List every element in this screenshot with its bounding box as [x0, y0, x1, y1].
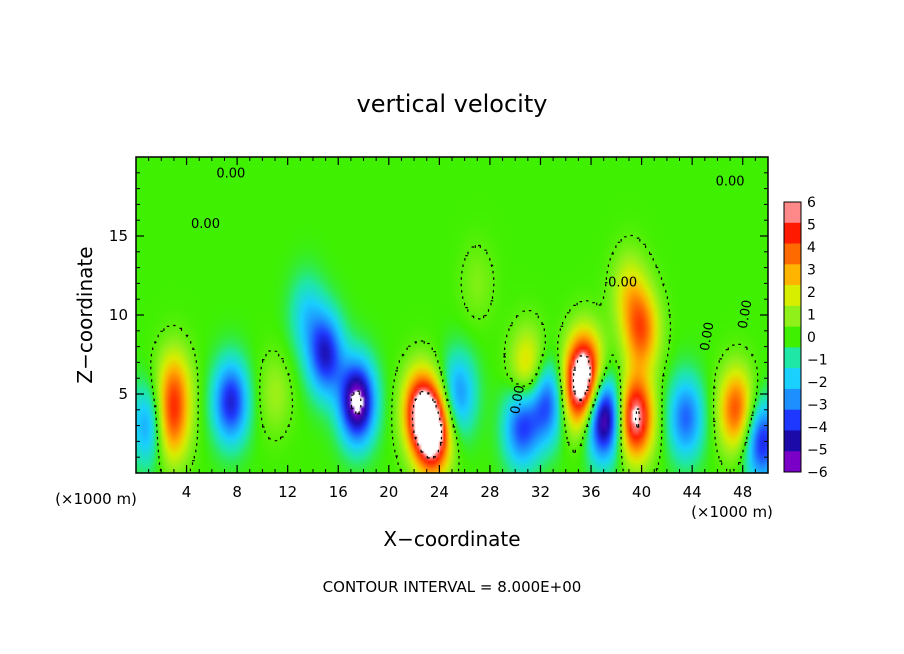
x-axis: 4 8 12 16 20 24 28 32 36 40 44 48: [148, 157, 756, 501]
colorbar-swatch: [784, 409, 801, 431]
y-tick-label: 10: [109, 306, 128, 324]
heatmap-field: 0.00 0.00 0.00 0.00 0.00 0.00 0.00: [136, 157, 768, 473]
y-unit-label: (×1000 m): [55, 490, 137, 508]
x-tick-label: 40: [632, 483, 651, 501]
colorbar-swatch: [784, 243, 801, 265]
colorbar-swatch: [784, 388, 801, 411]
colorbar-tick-label: 1: [807, 308, 816, 324]
colorbar: 6 5 4 3 2 1 0 −1 −2 −3 −4 −5 −6: [783, 195, 828, 481]
colorbar-tick-label: 0: [807, 330, 816, 346]
y-tick-label: 15: [109, 227, 128, 245]
colorbar-swatch: [784, 451, 801, 473]
x-tick-label: 20: [379, 483, 398, 501]
colorbar-tick-label: 5: [807, 218, 816, 234]
contour-label: 0.00: [736, 299, 756, 330]
contour-label: 0.00: [698, 321, 718, 352]
x-tick-label: 8: [232, 483, 242, 501]
contour-label: 0.00: [191, 217, 220, 232]
colorbar-swatch: [784, 222, 801, 245]
colorbar-swatch: [784, 347, 801, 369]
colorbar-swatch: [784, 264, 801, 286]
contour-line: [350, 390, 362, 415]
colorbar-tick-label: −3: [807, 398, 828, 414]
x-tick-label: 24: [430, 483, 449, 501]
chart-title: vertical velocity: [357, 90, 548, 118]
contour-line: [150, 234, 759, 472]
contour-label: 0.00: [216, 167, 245, 182]
zero-contours: 0.00 0.00 0.00 0.00 0.00 0.00 0.00: [150, 167, 759, 472]
contour-label: 0.00: [716, 174, 745, 189]
colorbar-tick-label: 4: [807, 240, 816, 256]
y-axis: 5 10 15: [109, 172, 768, 458]
x-tick-label: 32: [531, 483, 550, 501]
colorbar-swatch: [784, 430, 801, 452]
x-tick-label: 28: [480, 483, 499, 501]
colorbar-tick-label: −5: [807, 443, 828, 459]
colorbar-frame: [783, 201, 802, 473]
x-unit-label: (×1000 m): [691, 503, 773, 521]
contour-line: [411, 355, 641, 459]
colorbar-tick-label: 2: [807, 285, 816, 301]
x-tick-label: 48: [733, 483, 752, 501]
colorbar-swatch: [784, 202, 801, 224]
colorbar-tick-label: 3: [807, 263, 816, 279]
x-tick-label: 12: [278, 483, 297, 501]
colorbar-tick-label: 6: [807, 195, 816, 211]
colorbar-swatch: [784, 326, 801, 348]
y-tick-label: 5: [118, 385, 128, 403]
colorbar-tick-label: −4: [807, 420, 828, 436]
contour-label: 0.00: [508, 384, 528, 415]
colorbar-tick-label: −1: [807, 353, 828, 369]
colorbar-tick-label: −6: [807, 465, 828, 481]
x-axis-label: X−coordinate: [383, 527, 520, 551]
contour-interval-note: CONTOUR INTERVAL = 8.000E+00: [323, 578, 582, 596]
colorbar-swatch: [784, 305, 801, 328]
heatmap-raster: [136, 157, 768, 473]
contour-label: 0.00: [608, 276, 637, 291]
x-tick-label: 36: [581, 483, 600, 501]
colorbar-swatch: [784, 368, 801, 390]
x-tick-label: 4: [182, 483, 192, 501]
x-tick-label: 16: [329, 483, 348, 501]
y-axis-label: Z−coordinate: [73, 246, 97, 383]
colorbar-swatch: [784, 285, 801, 307]
x-tick-label: 44: [683, 483, 702, 501]
colorbar-tick-label: −2: [807, 375, 828, 391]
